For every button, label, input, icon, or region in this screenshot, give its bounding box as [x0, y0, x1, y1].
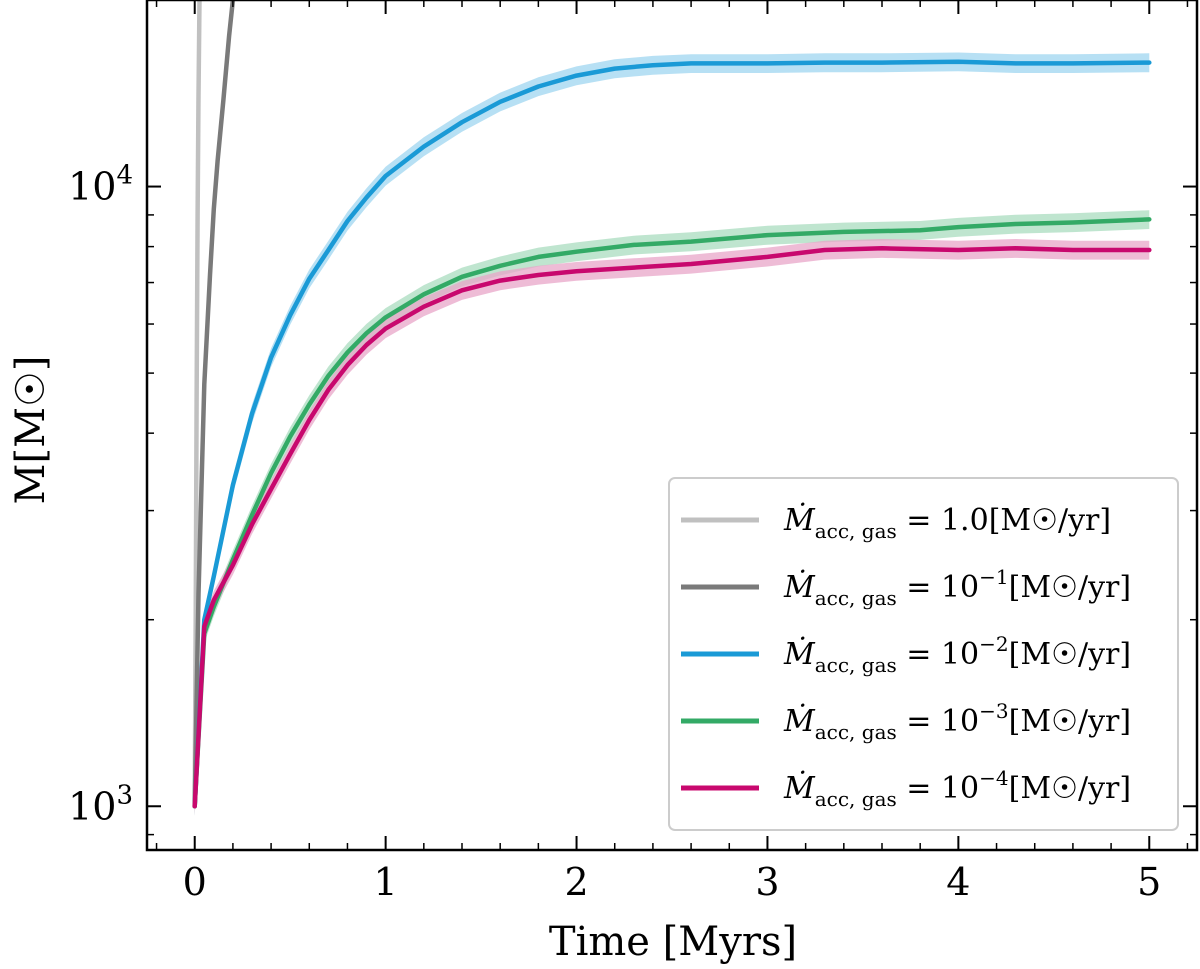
- legend-label: Ṁacc, gas = 10−3[M☉/yr]: [783, 699, 1131, 744]
- legend-box: [668, 477, 1179, 831]
- x-tick-label: 5: [1137, 860, 1161, 904]
- legend-entry: Ṁacc, gas = 10−4[M☉/yr]: [681, 766, 1131, 811]
- legend-entry: Ṁacc, gas = 10−3[M☉/yr]: [681, 699, 1131, 744]
- x-axis-label: Time [Myrs]: [549, 919, 797, 965]
- line-series-3: [192, 59, 1152, 809]
- line-series-4: [192, 217, 1152, 809]
- y-tick-label: 103: [68, 780, 133, 828]
- axes: 0 1 2 3 4 5 103 104: [68, 0, 1199, 904]
- x-tick-label: 2: [564, 860, 588, 904]
- line-series-2: [192, 0, 236, 809]
- series-lines: [192, 0, 1152, 809]
- legend-entry: Ṁacc, gas = 1.0[M☉/yr]: [681, 502, 1111, 543]
- legend-entry: Ṁacc, gas = 10−2[M☉/yr]: [681, 632, 1131, 677]
- legend-label: Ṁacc, gas = 1.0[M☉/yr]: [783, 502, 1111, 543]
- legend-label: Ṁacc, gas = 10−4[M☉/yr]: [783, 766, 1131, 811]
- x-tick-label: 3: [755, 860, 779, 904]
- legend-entry: Ṁacc, gas = 10−1[M☉/yr]: [681, 565, 1131, 610]
- x-tick-label: 0: [183, 860, 207, 904]
- x-tick-label: 4: [946, 860, 970, 904]
- y-axis-label: M[M☉]: [8, 356, 54, 505]
- line-series-5: [192, 246, 1152, 809]
- legend-label: Ṁacc, gas = 10−2[M☉/yr]: [783, 632, 1131, 677]
- legend-label: Ṁacc, gas = 10−1[M☉/yr]: [783, 565, 1131, 610]
- x-tick-label: 1: [374, 860, 398, 904]
- y-tick-label: 104: [68, 161, 133, 209]
- legend: Ṁacc, gas = 1.0[M☉/yr] Ṁacc, gas = 10−1[M…: [668, 477, 1179, 831]
- axes-frame: [145, 0, 1199, 852]
